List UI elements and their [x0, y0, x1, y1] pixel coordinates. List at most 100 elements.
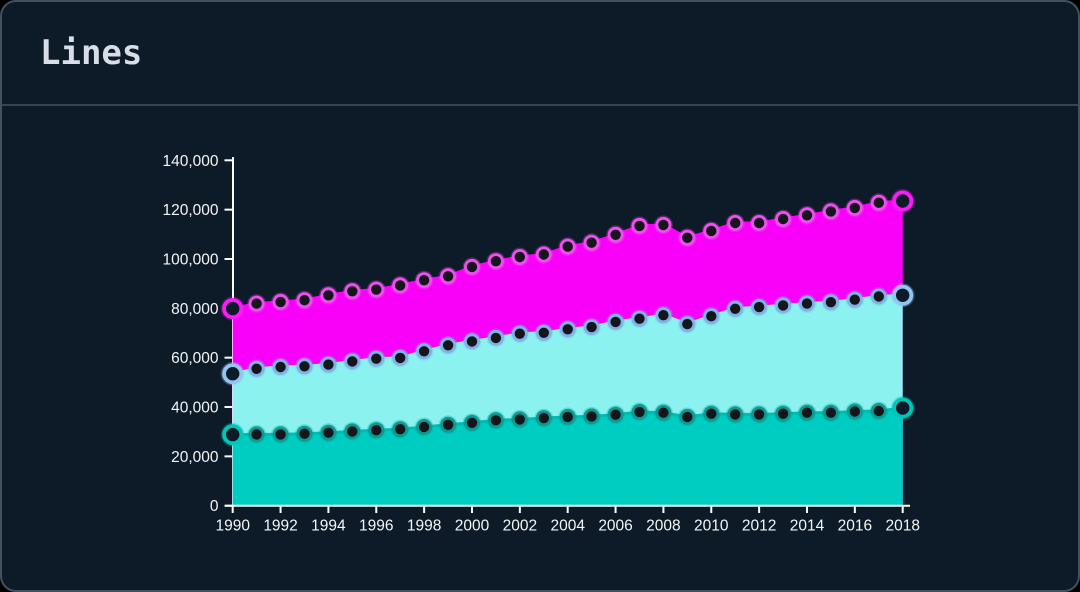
- point-halo: [414, 417, 434, 437]
- data-point: [870, 402, 887, 419]
- y-axis-labels: 0 20,000 40,000 60,000 80,000 100,000 120,000 1…: [162, 153, 218, 515]
- point-halo: [869, 401, 889, 421]
- data-point: [559, 408, 576, 425]
- data-point: [559, 238, 576, 255]
- data-point: [296, 358, 313, 375]
- data-point: [870, 288, 887, 305]
- point-halo: [773, 209, 793, 229]
- y-tick-label: 0: [210, 498, 219, 515]
- point-halo: [438, 335, 458, 355]
- data-point: [799, 404, 816, 421]
- card-title: Lines: [40, 33, 143, 73]
- chart-container: 0 20,000 40,000 60,000 80,000 100,000 120,000 1…: [2, 106, 1078, 590]
- lines-area-chart: 0 20,000 40,000 60,000 80,000 100,000 120,000 1…: [162, 153, 919, 535]
- y-tick-label: 100,000: [162, 251, 218, 268]
- point-halo: [630, 216, 649, 236]
- data-point: [703, 405, 720, 422]
- point-halo: [773, 404, 793, 424]
- data-point: [727, 406, 744, 423]
- data-point: [679, 229, 696, 246]
- data-point: [775, 405, 792, 422]
- point-halo: [797, 205, 817, 225]
- data-point: [535, 246, 552, 263]
- point-halo: [390, 275, 410, 295]
- x-tick-label: 2002: [503, 518, 537, 535]
- point-halo: [725, 299, 745, 319]
- data-point: [751, 299, 768, 316]
- point-halo: [821, 201, 841, 221]
- data-point: [511, 325, 528, 342]
- point-halo: [749, 404, 769, 424]
- point-halo: [534, 245, 554, 264]
- x-tick-label: 2004: [550, 518, 585, 535]
- data-point: [799, 207, 816, 224]
- data-point: [416, 418, 433, 435]
- data-point: [296, 292, 313, 309]
- data-point: [416, 272, 433, 289]
- point-halo: [295, 424, 314, 444]
- y-tick-label: 120,000: [162, 202, 218, 219]
- point-halo: [701, 306, 721, 326]
- data-point: [583, 408, 600, 425]
- data-point: [487, 253, 504, 270]
- data-point: [892, 284, 914, 306]
- point-halo: [247, 294, 267, 313]
- point-halo: [606, 225, 625, 245]
- y-axis: [224, 157, 234, 507]
- data-point: [822, 203, 839, 220]
- data-point: [368, 350, 385, 367]
- point-halo: [654, 215, 673, 235]
- point-halo: [606, 312, 625, 332]
- data-point: [607, 313, 624, 330]
- data-point: [703, 222, 720, 239]
- data-point: [679, 408, 696, 425]
- point-halo: [654, 305, 673, 325]
- point-halo: [890, 188, 915, 213]
- point-halo: [821, 292, 841, 312]
- data-point: [392, 349, 409, 366]
- point-halo: [534, 323, 554, 343]
- x-tick-label: 1998: [407, 518, 441, 535]
- point-halo: [773, 295, 793, 315]
- point-halo: [890, 396, 915, 421]
- data-point: [727, 214, 744, 231]
- data-point: [344, 353, 361, 370]
- data-point: [222, 363, 244, 385]
- card-header: Lines: [2, 2, 1078, 106]
- data-point: [272, 426, 289, 443]
- point-halo: [797, 294, 817, 313]
- point-halo: [630, 402, 649, 422]
- point-halo: [220, 422, 245, 447]
- point-halo: [845, 402, 865, 421]
- x-tick-label: 2018: [885, 518, 919, 535]
- point-halo: [510, 409, 530, 429]
- point-halo: [701, 404, 721, 424]
- point-halo: [318, 355, 338, 374]
- data-point: [248, 426, 265, 443]
- point-halo: [630, 309, 649, 329]
- x-tick-label: 2012: [742, 518, 776, 535]
- data-point: [511, 411, 528, 428]
- point-halo: [582, 233, 601, 253]
- point-halo: [582, 406, 601, 426]
- point-halo: [271, 357, 290, 377]
- point-halo: [414, 270, 434, 290]
- series-teal-lower-band-points: [220, 396, 915, 447]
- point-halo: [677, 228, 697, 248]
- data-point: [655, 216, 672, 233]
- data-point: [607, 406, 624, 423]
- data-point: [775, 210, 792, 227]
- data-point: [535, 410, 552, 427]
- point-halo: [438, 266, 458, 286]
- point-halo: [438, 415, 458, 435]
- x-tick-label: 2010: [694, 518, 729, 535]
- point-halo: [462, 257, 482, 277]
- data-point: [870, 194, 887, 211]
- data-point: [846, 291, 863, 308]
- data-point: [655, 404, 672, 421]
- data-point: [703, 308, 720, 325]
- data-point: [487, 412, 504, 429]
- point-halo: [510, 324, 530, 344]
- point-halo: [869, 287, 889, 306]
